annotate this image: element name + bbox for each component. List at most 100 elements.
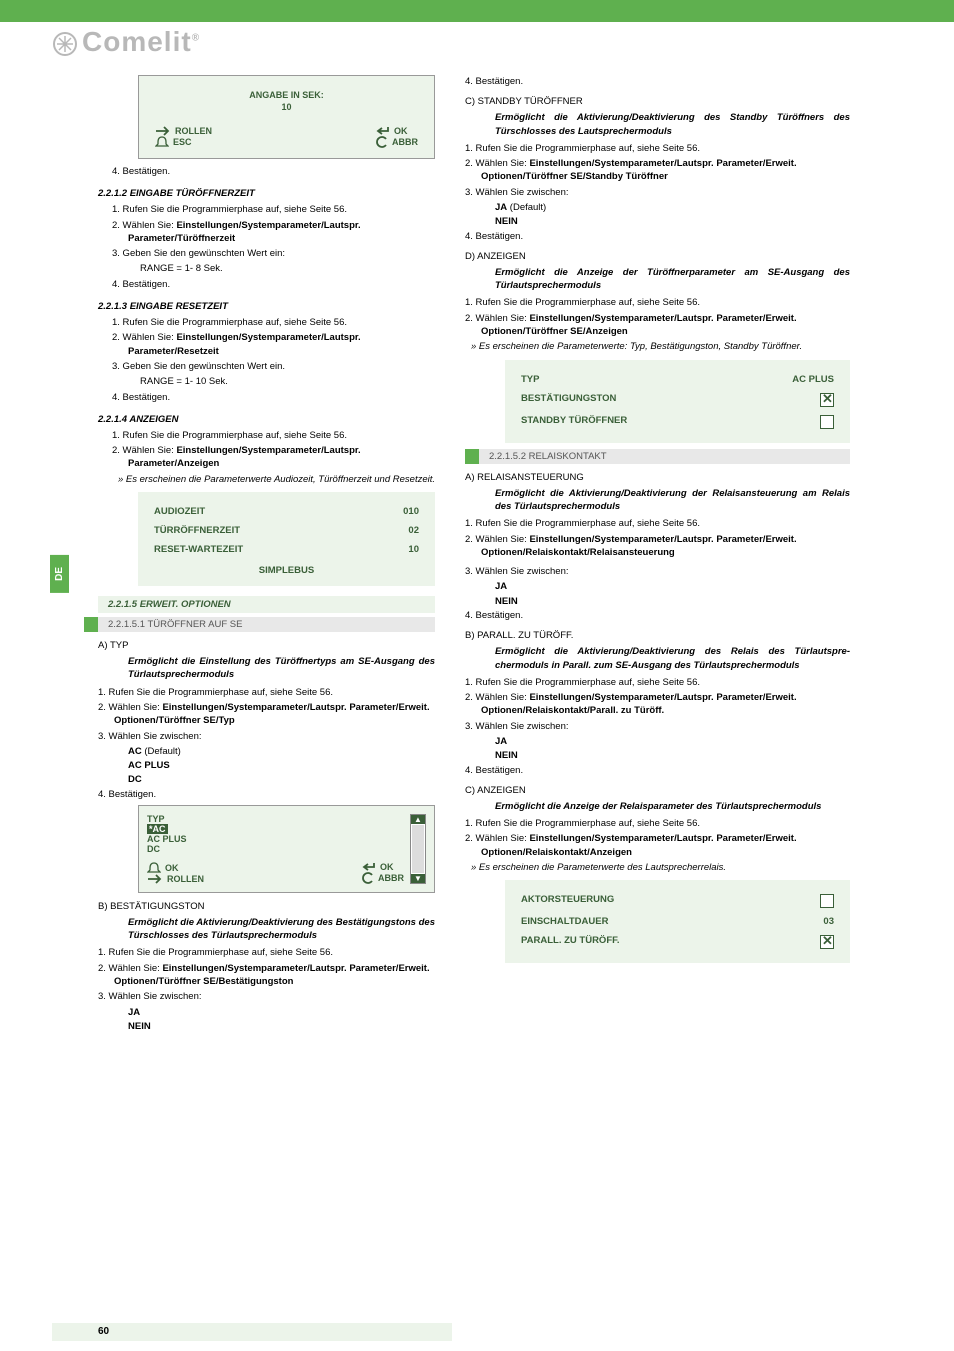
b-par-head: B) PARALL. ZU TÜRÖFF. (465, 630, 850, 641)
step: 2. Wählen Sie: Einstellungen/Systemparam… (465, 832, 850, 859)
arrow-right-icon (155, 126, 171, 136)
step: 4. Bestätigen. (98, 788, 435, 801)
step: 2. Wählen Sie: Einstellungen/Systemparam… (98, 701, 435, 728)
param-label: BESTÄTIGUNGSTON (521, 393, 616, 407)
enter-icon (376, 126, 390, 136)
step: 1. Rufen Sie die Programmierphase auf, s… (465, 142, 850, 155)
step: 3. Wählen Sie zwischen: (465, 720, 850, 733)
param-value: 10 (408, 544, 419, 555)
opt: NEIN (495, 595, 850, 609)
opt: NEIN (495, 215, 850, 229)
lcd-title: ANGABE IN SEK: (155, 90, 418, 100)
menu-path: Einstellungen/Systemparameter/Lautspr. P… (481, 833, 797, 857)
opt: AC (Default) (128, 745, 435, 759)
step-4: 4. Bestätigen. (98, 165, 435, 178)
ok-label: OK (394, 126, 408, 136)
brand-text: Comelit (82, 26, 192, 57)
step: 4. Bestätigen. (465, 230, 850, 243)
param-display-3: AKTORSTEUERUNG EINSCHALTDAUER03 PARALL. … (505, 880, 850, 963)
checkbox-icon (820, 894, 834, 908)
step: 2. Wählen Sie: Einstellungen/Systemparam… (465, 157, 850, 184)
step: 1. Rufen Sie die Programmierphase auf, s… (465, 676, 850, 689)
step: 3. Geben Sie den gewünschten Wert ein. (98, 360, 435, 373)
menu-path: Einstellungen/Systemparameter/Lautspr. P… (481, 158, 797, 182)
step: 4. Bestätigen. (98, 278, 435, 291)
range-text: RANGE = 1- 10 Sek. (98, 375, 435, 388)
param-label: EINSCHALTDAUER (521, 916, 608, 927)
bell-icon (147, 862, 161, 874)
a-typ-head: A) TYP (98, 640, 435, 651)
menu-path: Einstellungen/Systemparameter/Lautspr. P… (481, 534, 797, 558)
param-label: AKTORSTEUERUNG (521, 894, 614, 908)
b-par-desc: Ermöglicht die Aktivierung/Deaktivierung… (465, 645, 850, 672)
rollen-label: ROLLEN (175, 126, 212, 136)
menu-path: Einstellungen/Systemparameter/Lautspr. P… (481, 313, 797, 337)
opt: DC (128, 773, 435, 787)
step: 4. Bestätigen. (465, 764, 850, 777)
step: 2. Wählen Sie: Einstellungen/Systemparam… (465, 312, 850, 339)
a-rel-head: A) RELAISANSTEUERUNG (465, 472, 850, 483)
param-value: 03 (823, 916, 834, 927)
section-2212-title: 2.2.1.2 EINGABE TÜRÖFFNERZEIT (98, 188, 435, 199)
c-anz-desc: Ermöglicht die Anzeige der Relaisparamet… (465, 800, 850, 813)
typ-label: TYP (147, 814, 404, 824)
lcd-display-1: ANGABE IN SEK: 10 ROLLEN ESC OK ABBR (138, 75, 435, 159)
d-anz-desc: Ermöglicht die Anzeige der Türöffnerpara… (465, 266, 850, 293)
param-label: STANDBY TÜRÖFFNER (521, 415, 627, 429)
abbr-label: ABBR (392, 137, 418, 147)
left-column: ANGABE IN SEK: 10 ROLLEN ESC OK ABBR 4. … (0, 75, 445, 1034)
c-icon (362, 872, 374, 884)
logo-icon (52, 31, 78, 57)
b-best-desc: Ermöglicht die Aktivierung/Deaktivierung… (98, 916, 435, 943)
a-typ-desc: Ermöglicht die Einstellung des Türöffner… (98, 655, 435, 682)
step: 1. Rufen Sie die Programmierphase auf, s… (98, 429, 435, 442)
c-standby-head: C) STANDBY TÜRÖFFNER (465, 96, 850, 107)
brand-logo: Comelit® (52, 26, 200, 58)
step: 2. Wählen Sie: Einstellungen/Systemparam… (98, 331, 435, 358)
opt: JA (495, 580, 850, 594)
step: 1. Rufen Sie die Programmierphase auf, s… (98, 203, 435, 216)
ok-label: OK (380, 862, 394, 872)
section-22151-bar: 2.2.1.5.1 TÜRÖFFNER AUF SE (84, 617, 435, 632)
checkbox-icon (820, 415, 834, 429)
step: 2. Wählen Sie: Einstellungen/Systemparam… (465, 533, 850, 560)
checkbox-checked-icon (820, 393, 834, 407)
step: 3. Wählen Sie zwischen: (98, 990, 435, 1003)
step: 4. Bestätigen. (465, 75, 850, 88)
range-text: RANGE = 1- 8 Sek. (98, 262, 435, 275)
step: 1. Rufen Sie die Programmierphase auf, s… (465, 296, 850, 309)
menu-path: Einstellungen/Systemparameter/Lautspr. P… (114, 702, 430, 726)
step: 1. Rufen Sie die Programmierphase auf, s… (465, 517, 850, 530)
right-column: 4. Bestätigen. C) STANDBY TÜRÖFFNER Ermö… (445, 75, 890, 1034)
note: » Es erscheinen die Parameterwerte: Typ,… (465, 340, 850, 353)
c-anz-head: C) ANZEIGEN (465, 785, 850, 796)
scroll-down-icon: ▼ (411, 874, 425, 883)
page-number: 60 (98, 1326, 109, 1337)
opt-nein: NEIN (128, 1020, 435, 1034)
step: 2. Wählen Sie: Einstellungen/Systemparam… (98, 962, 435, 989)
note: » Es erscheinen die Parameterwerte des L… (465, 861, 850, 874)
param-display-1: AUDIOZEIT010 TÜRRÖFFNERZEIT02 RESET-WART… (138, 492, 435, 586)
section-2215-bar: 2.2.1.5 ERWEIT. OPTIONEN (98, 596, 435, 613)
scroll-up-icon: ▲ (411, 815, 425, 824)
param-label: TÜRRÖFFNERZEIT (154, 525, 240, 536)
scrollbar: ▲ ▼ (410, 814, 426, 884)
param-value: 010 (403, 506, 419, 517)
param-display-2: TYPAC PLUS BESTÄTIGUNGSTON STANDBY TÜRÖF… (505, 360, 850, 443)
arrow-right-icon (147, 874, 163, 884)
step: 1. Rufen Sie die Programmierphase auf, s… (98, 316, 435, 329)
param-label: TYP (521, 374, 539, 385)
section-2214-title: 2.2.1.4 ANZEIGEN (98, 414, 435, 425)
b-best-head: B) BESTÄTIGUNGSTON (98, 901, 435, 912)
step: 2. Wählen Sie: Einstellungen/Systemparam… (98, 444, 435, 471)
step: 4. Bestätigen. (465, 609, 850, 622)
ok-label: OK (165, 863, 179, 873)
param-label: AUDIOZEIT (154, 506, 205, 517)
opt: NEIN (495, 749, 850, 763)
opt: AC PLUS (128, 759, 435, 773)
step: 1. Rufen Sie die Programmierphase auf, s… (98, 946, 435, 959)
a-rel-desc: Ermöglicht die Aktivierung/Deaktivierung… (465, 487, 850, 514)
step: 2. Wählen Sie: Einstellungen/Systemparam… (98, 219, 435, 246)
step: 4. Bestätigen. (98, 391, 435, 404)
menu-path: Einstellungen/Systemparameter/Lautspr. P… (481, 692, 797, 716)
